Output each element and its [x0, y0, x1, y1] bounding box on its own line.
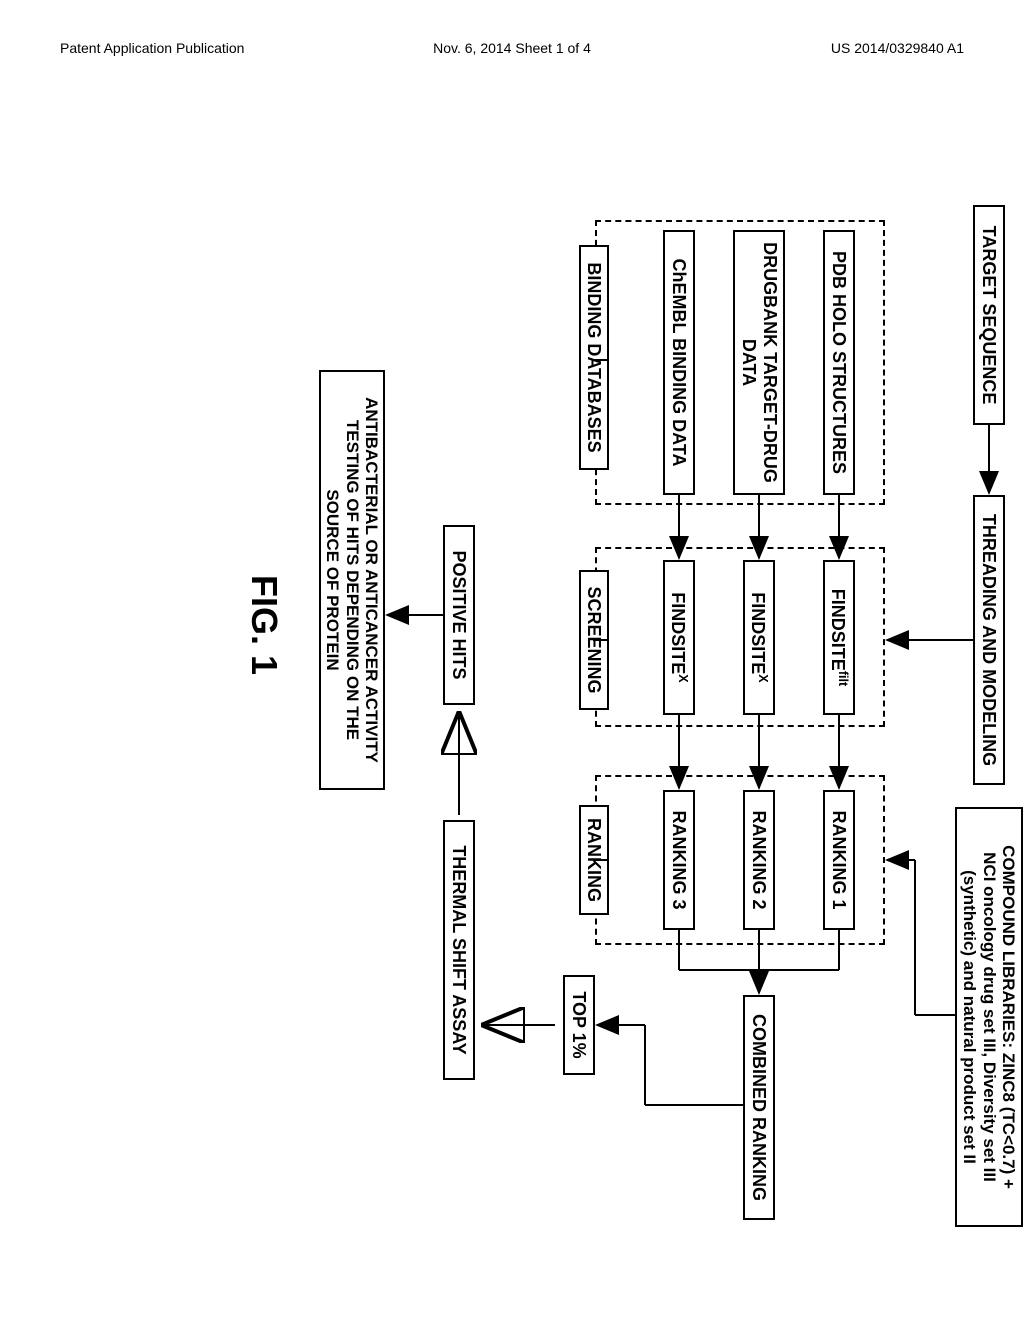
header-left: Patent Application Publication: [60, 40, 244, 56]
header-center: Nov. 6, 2014 Sheet 1 of 4: [433, 40, 591, 56]
connector-arrows: [45, 275, 1005, 1045]
figure-diagram: TARGET SEQUENCE THREADING AND MODELING C…: [45, 275, 1005, 1045]
header-right: US 2014/0329840 A1: [831, 40, 964, 56]
